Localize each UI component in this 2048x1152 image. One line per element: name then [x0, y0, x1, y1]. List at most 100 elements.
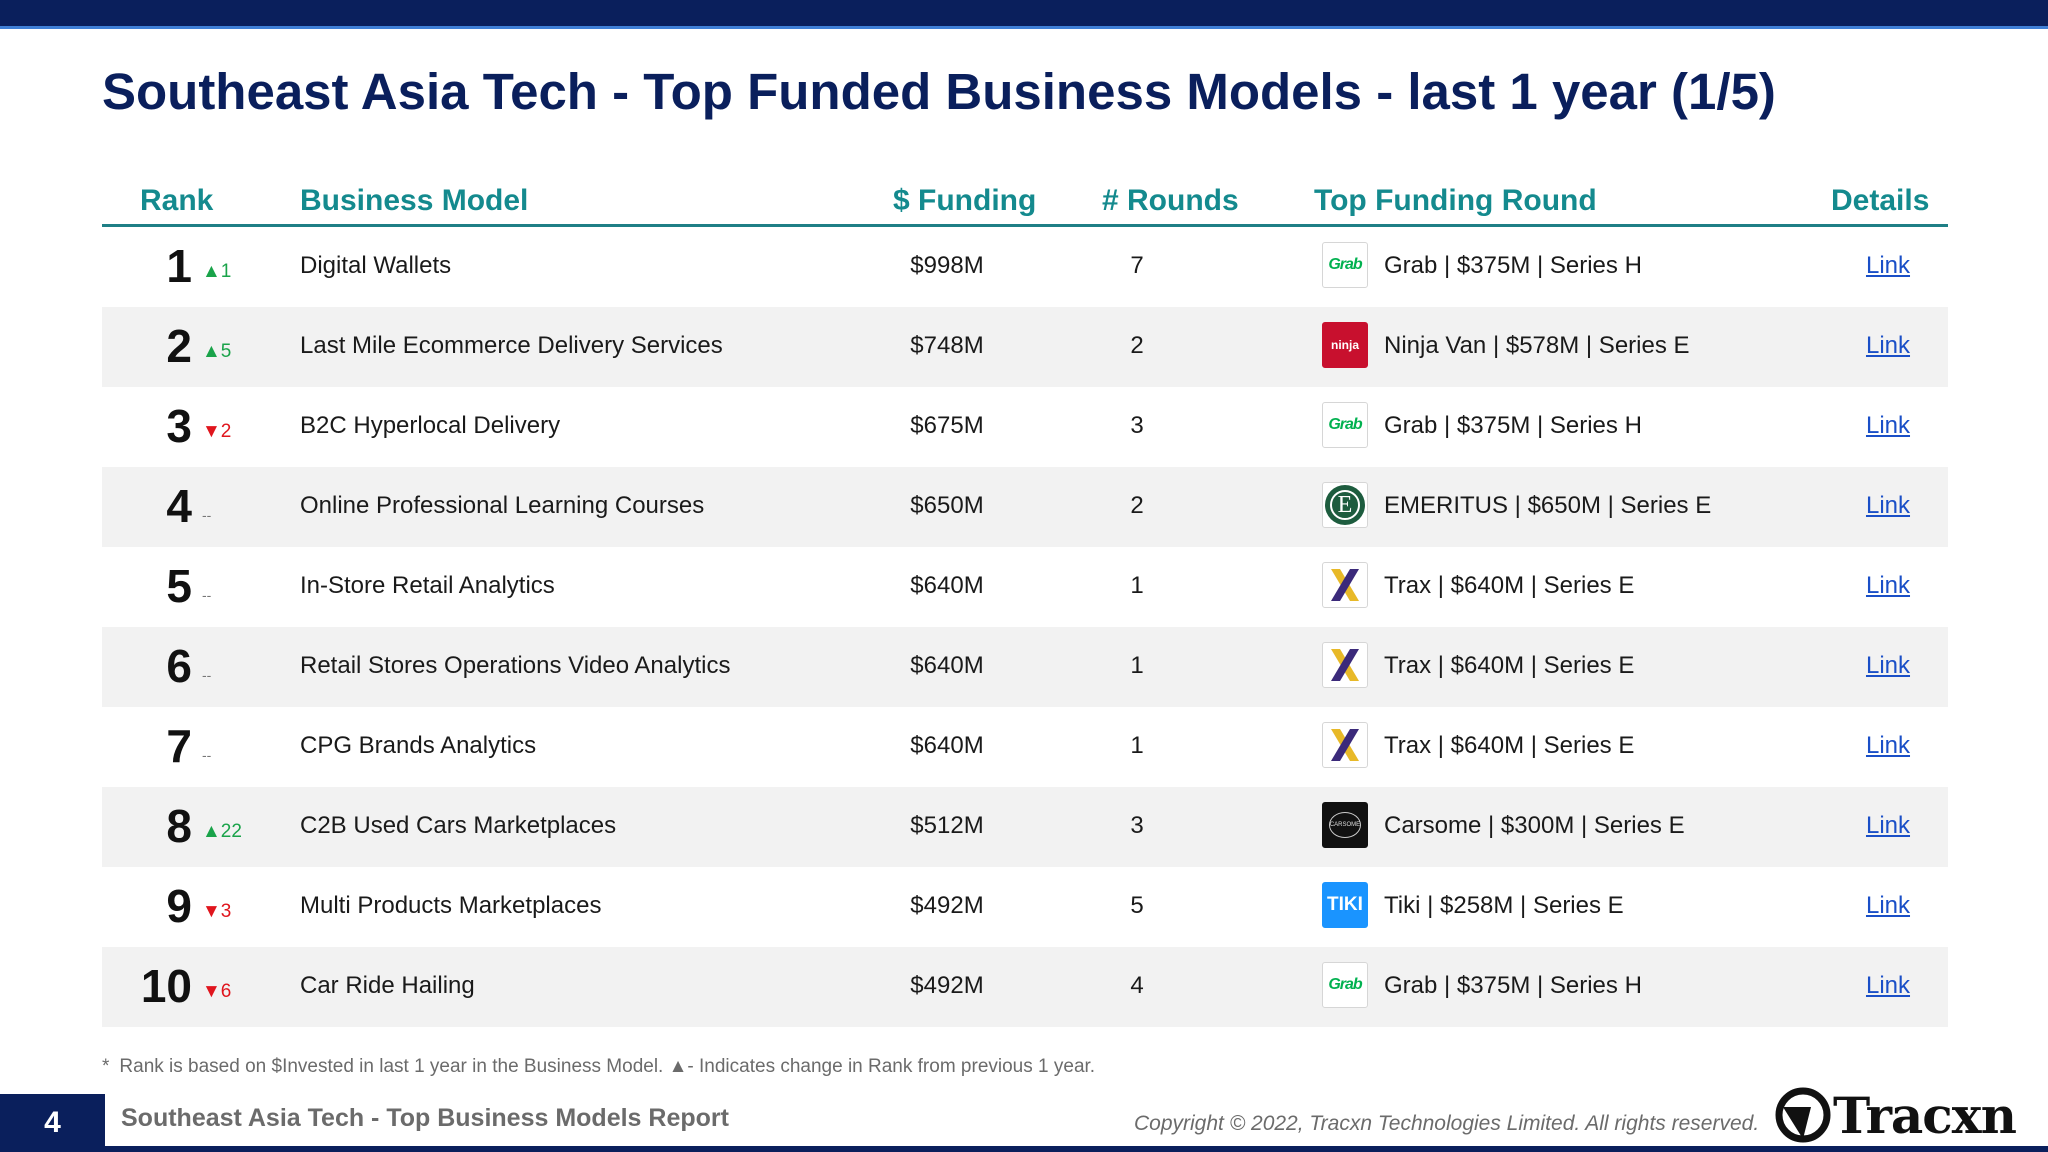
header-details: Details [1831, 184, 1930, 217]
funding-amount: $492M [910, 892, 984, 919]
table-row: 5 -- In-Store Retail Analytics $640M 1 T… [102, 547, 1948, 627]
tiki-logo: TIKI [1322, 882, 1368, 928]
rank-number: 10 [140, 960, 192, 1012]
footnote-text: Rank is based on $Invested in last 1 yea… [119, 1056, 1096, 1077]
rank-number: 7 [166, 720, 192, 772]
details-link[interactable]: Link [1865, 332, 1911, 359]
table-body: 1 ▲1 Digital Wallets $998M 7 Grab Grab |… [102, 227, 1948, 1027]
header-funding: $ Funding [893, 184, 1037, 217]
bottom-line [105, 1146, 2048, 1152]
carsome-logo-text: CARSOME [1329, 822, 1361, 828]
table-row: 7 -- CPG Brands Analytics $640M 1 Trax |… [102, 707, 1948, 787]
top-funding-round: Grab | $375M | Series H [1384, 412, 1642, 439]
rank-number: 8 [166, 800, 192, 852]
tracxn-logo: Tracxn [1775, 1085, 2020, 1145]
rank-change: -- [202, 667, 212, 683]
header-top-funding-round: Top Funding Round [1314, 184, 1597, 217]
business-model-name: Online Professional Learning Courses [300, 492, 705, 519]
business-model-name: C2B Used Cars Marketplaces [300, 812, 617, 839]
rank-change: -- [202, 747, 212, 763]
details-link[interactable]: Link [1865, 892, 1911, 919]
rank-number: 3 [166, 400, 192, 452]
trax-logo [1322, 562, 1368, 608]
table-header: Rank Business Model $ Funding # Rounds T… [102, 180, 1948, 227]
rank-change: -- [202, 507, 212, 523]
funding-amount: $512M [910, 812, 984, 839]
details-link[interactable]: Link [1865, 812, 1911, 839]
rounds-count: 4 [1130, 972, 1144, 999]
details-link[interactable]: Link [1865, 252, 1911, 279]
top-funding-round: Ninja Van | $578M | Series E [1384, 332, 1690, 359]
trax-x-icon [1331, 729, 1359, 761]
footnote: * Rank is based on $Invested in last 1 ye… [102, 1056, 1095, 1078]
rounds-count: 5 [1130, 892, 1144, 919]
table-row: 9 ▼3 Multi Products Marketplaces $492M 5… [102, 867, 1948, 947]
details-link[interactable]: Link [1865, 572, 1911, 599]
grab-logo: Grab [1322, 962, 1368, 1008]
details-link[interactable]: Link [1865, 652, 1911, 679]
top-funding-round: Grab | $375M | Series H [1384, 252, 1642, 279]
trax-x-icon [1331, 649, 1359, 681]
brand-name: Tracxn [1833, 1085, 2017, 1145]
rank-change: ▼6 [202, 981, 232, 1002]
top-bar-accent [0, 26, 2048, 29]
header-rank: Rank [140, 184, 214, 217]
header-business-model: Business Model [300, 184, 529, 217]
funding-amount: $748M [910, 332, 984, 359]
carsome-logo: CARSOME [1322, 802, 1368, 848]
rank-number: 5 [166, 560, 192, 612]
carsome-ring: CARSOME [1329, 812, 1361, 838]
emeritus-logo: E [1322, 482, 1368, 528]
trax-x-icon [1331, 569, 1359, 601]
table-row: 4 -- Online Professional Learning Course… [102, 467, 1948, 547]
funding-amount: $998M [910, 252, 984, 279]
funding-amount: $650M [910, 492, 984, 519]
top-funding-round: Carsome | $300M | Series E [1384, 812, 1685, 839]
rounds-count: 1 [1130, 572, 1144, 599]
top-funding-round: Trax | $640M | Series E [1384, 652, 1635, 679]
table-row: 2 ▲5 Last Mile Ecommerce Delivery Servic… [102, 307, 1948, 387]
rounds-count: 2 [1130, 332, 1144, 359]
business-model-name: Car Ride Hailing [300, 972, 475, 999]
rounds-count: 3 [1130, 412, 1144, 439]
business-model-name: In-Store Retail Analytics [300, 572, 555, 599]
business-model-name: CPG Brands Analytics [300, 732, 537, 759]
trax-logo [1322, 722, 1368, 768]
table-row: 1 ▲1 Digital Wallets $998M 7 Grab Grab |… [102, 227, 1948, 307]
ninja-logo-text: ninja [1330, 338, 1359, 352]
grab-logo: Grab [1322, 402, 1368, 448]
details-link[interactable]: Link [1865, 492, 1911, 519]
emeritus-circle: E [1325, 485, 1365, 525]
table-row: 3 ▼2 B2C Hyperlocal Delivery $675M 3 Gra… [102, 387, 1948, 467]
funding-amount: $640M [910, 732, 984, 759]
funding-amount: $492M [910, 972, 984, 999]
details-link[interactable]: Link [1865, 972, 1911, 999]
funding-amount: $640M [910, 652, 984, 679]
funding-amount: $640M [910, 572, 984, 599]
details-link[interactable]: Link [1865, 732, 1911, 759]
tracxn-mark-icon [1775, 1087, 1831, 1143]
top-funding-round: Trax | $640M | Series E [1384, 732, 1635, 759]
slide-title: Southeast Asia Tech - Top Funded Busines… [102, 63, 1776, 120]
table-row: 6 -- Retail Stores Operations Video Anal… [102, 627, 1948, 707]
rank-number: 1 [166, 240, 192, 292]
business-model-name: B2C Hyperlocal Delivery [300, 412, 561, 439]
rank-number: 6 [166, 640, 192, 692]
rounds-count: 1 [1130, 652, 1144, 679]
details-link[interactable]: Link [1865, 412, 1911, 439]
business-model-name: Digital Wallets [300, 252, 452, 279]
grab-logo-text: Grab [1328, 416, 1362, 433]
top-funding-round: EMERITUS | $650M | Series E [1384, 492, 1712, 519]
business-model-name: Last Mile Ecommerce Delivery Services [300, 332, 723, 359]
rank-number: 9 [166, 880, 192, 932]
table-row: 8 ▲22 C2B Used Cars Marketplaces $512M 3… [102, 787, 1948, 867]
grab-logo: Grab [1322, 242, 1368, 288]
funding-amount: $675M [910, 412, 984, 439]
rounds-count: 2 [1130, 492, 1144, 519]
rank-change: ▲1 [202, 261, 232, 282]
copyright: Copyright © 2022, Tracxn Technologies Li… [1134, 1112, 1760, 1135]
grab-logo-text: Grab [1328, 976, 1362, 993]
rank-change: ▲22 [202, 821, 242, 842]
top-funding-round: Trax | $640M | Series E [1384, 572, 1635, 599]
rank-number: 4 [166, 480, 192, 532]
